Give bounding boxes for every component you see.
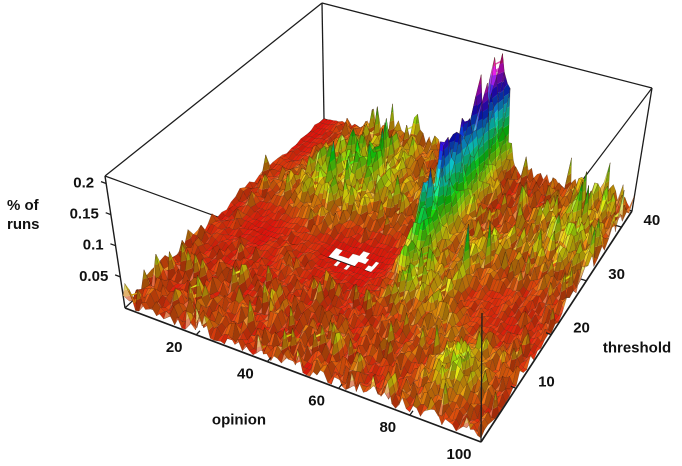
svg-text:30: 30	[608, 266, 625, 283]
svg-text:10: 10	[538, 373, 555, 390]
x-axis-title: opinion	[211, 411, 267, 429]
svg-text:60: 60	[308, 392, 325, 409]
svg-text:80: 80	[379, 419, 396, 436]
y-axis-title: threshold	[602, 339, 672, 357]
svg-text:40: 40	[644, 212, 661, 229]
z-axis-title: % of runs	[7, 196, 40, 234]
svg-text:40: 40	[237, 366, 254, 383]
tick-labels: 20 40 60 80 100 10 20 30 40 0.05 0.1 0.15 0.2	[70, 175, 661, 464]
svg-text:0.1: 0.1	[83, 237, 104, 254]
surface-mesh	[122, 53, 635, 439]
z-axis-title-line1: % of	[7, 197, 39, 214]
axes-front	[124, 210, 633, 443]
svg-text:0.15: 0.15	[70, 206, 99, 223]
z-axis-title-line2: runs	[7, 216, 40, 233]
svg-text:20: 20	[573, 320, 590, 337]
svg-text:20: 20	[166, 339, 183, 356]
svg-text:100: 100	[446, 446, 471, 463]
svg-text:0.2: 0.2	[73, 175, 94, 192]
svg-text:0.05: 0.05	[79, 268, 108, 285]
